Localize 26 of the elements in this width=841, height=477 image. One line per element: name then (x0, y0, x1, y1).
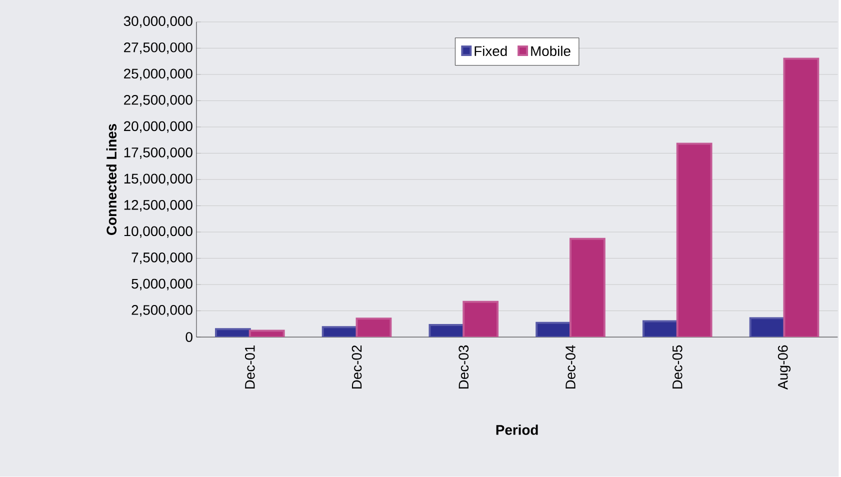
y-tick-label: 12,500,000 (124, 200, 192, 212)
x-tick-label: Dec-02 (352, 346, 362, 389)
y-tick-label: 25,000,000 (124, 68, 192, 80)
legend-label: Fixed (474, 46, 507, 56)
bar (676, 142, 712, 338)
bar (570, 238, 606, 338)
y-tick-label: 10,000,000 (124, 226, 192, 238)
x-tick-label: Dec-05 (672, 346, 682, 389)
y-tick-label: 17,500,000 (124, 148, 192, 160)
y-tick-label: 27,500,000 (124, 42, 192, 54)
y-tick-label: 5,000,000 (132, 278, 192, 290)
y-tick-label: 2,500,000 (132, 305, 192, 317)
y-tick-label: 15,000,000 (124, 174, 192, 186)
x-tick-label: Dec-04 (566, 345, 576, 389)
y-axis-title: Connected Lines (106, 124, 117, 236)
y-tick-label: 7,500,000 (132, 252, 192, 264)
y-tick-label: 22,500,000 (124, 95, 192, 107)
y-tick-label: 30,000,000 (124, 16, 192, 28)
legend-label: Mobile (531, 46, 570, 56)
x-tick-label: Dec-01 (244, 346, 255, 389)
y-tick-label: 0 (186, 332, 192, 342)
y-tick-label: 20,000,000 (124, 121, 192, 133)
bar (783, 58, 820, 338)
x-tick-label: Aug-06 (778, 346, 791, 390)
x-tick-label: Dec-03 (458, 346, 469, 389)
x-axis-title: Period (496, 424, 538, 436)
